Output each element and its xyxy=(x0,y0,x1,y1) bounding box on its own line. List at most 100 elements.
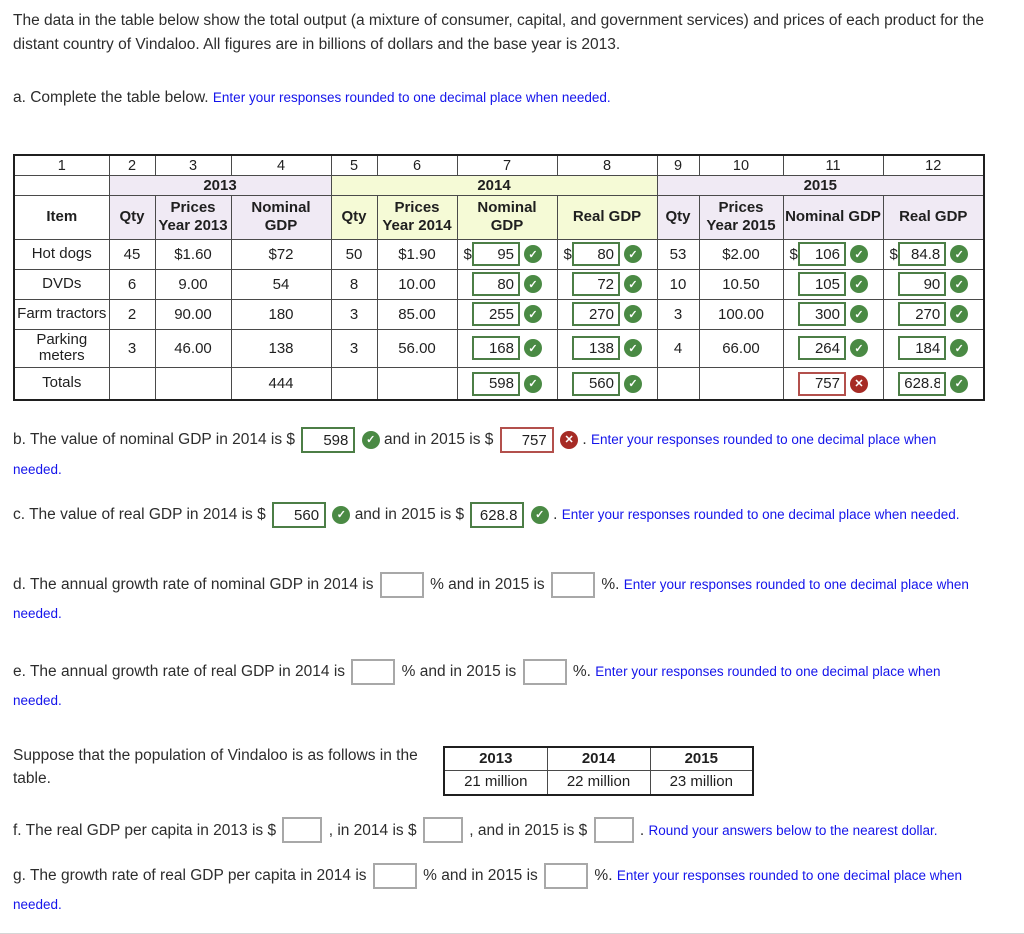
answer-input[interactable] xyxy=(472,272,520,297)
part-e-text: e. The annual growth rate of real GDP in… xyxy=(13,662,346,680)
table-cell: 2 xyxy=(108,298,156,330)
population-table: 2013 2014 2015 21 million 22 million 23 … xyxy=(443,745,754,796)
answer-input[interactable] xyxy=(798,242,846,267)
year-header-row: 2013 2014 2015 xyxy=(13,174,985,196)
table-cell: 444 xyxy=(230,366,332,401)
nominal-growth-2014-input[interactable] xyxy=(379,571,424,598)
table-cell: 8 xyxy=(330,268,378,300)
correct-icon: ✓ xyxy=(524,339,542,358)
table-cell xyxy=(698,366,784,401)
part-f-text: , in 2014 is $ xyxy=(328,821,417,839)
answer-cell: ✓ xyxy=(556,298,658,330)
answer-input[interactable] xyxy=(572,302,620,327)
gdp-per-capita-2015-input[interactable] xyxy=(593,817,634,844)
answer-input[interactable] xyxy=(572,272,620,297)
nominal-gdp-2014-header: Nominal GDP xyxy=(456,194,558,240)
part-d-text: %. xyxy=(601,575,620,593)
correct-icon: ✓ xyxy=(624,305,642,324)
table-cell xyxy=(376,366,458,401)
gdp-per-capita-2014-input[interactable] xyxy=(422,817,463,844)
year-2013-header: 2013 xyxy=(108,174,332,196)
answer-cell: ✓ xyxy=(456,268,558,300)
prices-2014-header: Prices Year 2014 xyxy=(376,194,458,240)
answer-input[interactable] xyxy=(798,371,846,396)
real-gdp-2014-total-input[interactable] xyxy=(272,502,327,529)
answer-input[interactable] xyxy=(572,371,620,396)
answer-input[interactable] xyxy=(572,336,620,361)
table-cell: 54 xyxy=(230,268,332,300)
population-value-row: 21 million 22 million 23 million xyxy=(443,770,754,796)
answer-cell: ✓ xyxy=(556,366,658,401)
col-num: 12 xyxy=(882,154,985,176)
correct-icon: ✓ xyxy=(361,431,380,450)
answer-input[interactable] xyxy=(798,302,846,327)
answer-input[interactable] xyxy=(898,336,947,361)
col-num: 8 xyxy=(556,154,658,176)
correct-icon: ✓ xyxy=(850,245,868,264)
part-d: d. The annual growth rate of nominal GDP… xyxy=(13,570,1013,629)
answer-cell: ✓ xyxy=(782,268,884,300)
pop-year-2013: 2013 xyxy=(443,746,548,772)
answer-cell: $✓ xyxy=(782,238,884,270)
correct-icon: ✓ xyxy=(524,245,542,264)
item-label: Farm tractors xyxy=(13,298,110,330)
correct-icon: ✓ xyxy=(524,305,542,324)
answer-cell: $✓ xyxy=(882,238,985,270)
answer-input[interactable] xyxy=(898,371,947,396)
table-cell: 180 xyxy=(230,298,332,330)
real-growth-2015-input[interactable] xyxy=(522,658,567,685)
table-cell: $72 xyxy=(230,238,332,270)
answer-input[interactable] xyxy=(472,371,520,396)
real-growth-2014-input[interactable] xyxy=(351,658,396,685)
answer-input[interactable] xyxy=(798,272,846,297)
table-cell: 6 xyxy=(108,268,156,300)
answer-input[interactable] xyxy=(898,272,947,297)
part-b-text: and in 2015 is $ xyxy=(383,431,494,449)
qty-2013-header: Qty xyxy=(108,194,156,240)
answer-input[interactable] xyxy=(472,242,520,267)
answer-cell: ✕ xyxy=(782,366,884,401)
answer-cell: ✓ xyxy=(882,328,985,368)
part-f-text: . xyxy=(639,821,645,839)
answer-cell: $✓ xyxy=(456,238,558,270)
answer-input[interactable] xyxy=(898,242,947,267)
table-cell xyxy=(330,366,378,401)
table-cell xyxy=(108,366,156,401)
answer-cell: ✓ xyxy=(556,268,658,300)
main-table-body: Hot dogs45$1.60$7250$1.90$✓$✓53$2.00$✓$✓… xyxy=(13,238,985,401)
gdp-per-capita-2013-input[interactable] xyxy=(282,817,323,844)
col-num: 5 xyxy=(330,154,378,176)
table-row: Totals 444 ✓ ✓ ✕ ✓ xyxy=(13,366,985,401)
table-cell xyxy=(656,366,700,401)
answer-input[interactable] xyxy=(798,336,846,361)
population-header-row: 2013 2014 2015 xyxy=(443,746,754,772)
answer-cell: $✓ xyxy=(556,238,658,270)
nominal-gdp-2014-total-input[interactable] xyxy=(301,427,356,454)
pop-year-2014: 2014 xyxy=(546,746,651,772)
nominal-growth-2015-input[interactable] xyxy=(551,571,595,598)
per-capita-growth-2015-input[interactable] xyxy=(544,862,589,889)
part-e-text: %. xyxy=(572,662,591,680)
answer-input[interactable] xyxy=(472,302,520,327)
real-gdp-2014-header: Real GDP xyxy=(556,194,658,240)
answer-input[interactable] xyxy=(572,242,620,267)
real-gdp-2015-total-input[interactable] xyxy=(470,502,525,529)
part-e: e. The annual growth rate of real GDP in… xyxy=(13,657,973,716)
table-cell: 56.00 xyxy=(376,328,458,368)
table-cell: $1.60 xyxy=(154,238,232,270)
part-c-hint: Enter your responses rounded to one deci… xyxy=(561,507,960,523)
correct-icon: ✓ xyxy=(950,305,969,324)
incorrect-icon: ✕ xyxy=(560,431,579,450)
answer-input[interactable] xyxy=(898,302,947,327)
part-g-text: %. xyxy=(594,866,613,884)
table-cell: 138 xyxy=(230,328,332,368)
prices-2013-header: Prices Year 2013 xyxy=(154,194,232,240)
dollar-prefix: $ xyxy=(463,245,472,263)
nominal-gdp-2015-total-input[interactable] xyxy=(499,427,554,454)
per-capita-growth-2014-input[interactable] xyxy=(372,862,417,889)
part-d-text: d. The annual growth rate of nominal GDP… xyxy=(13,575,374,593)
answer-input[interactable] xyxy=(472,336,520,361)
part-c-text: c. The value of real GDP in 2014 is $ xyxy=(13,506,266,524)
